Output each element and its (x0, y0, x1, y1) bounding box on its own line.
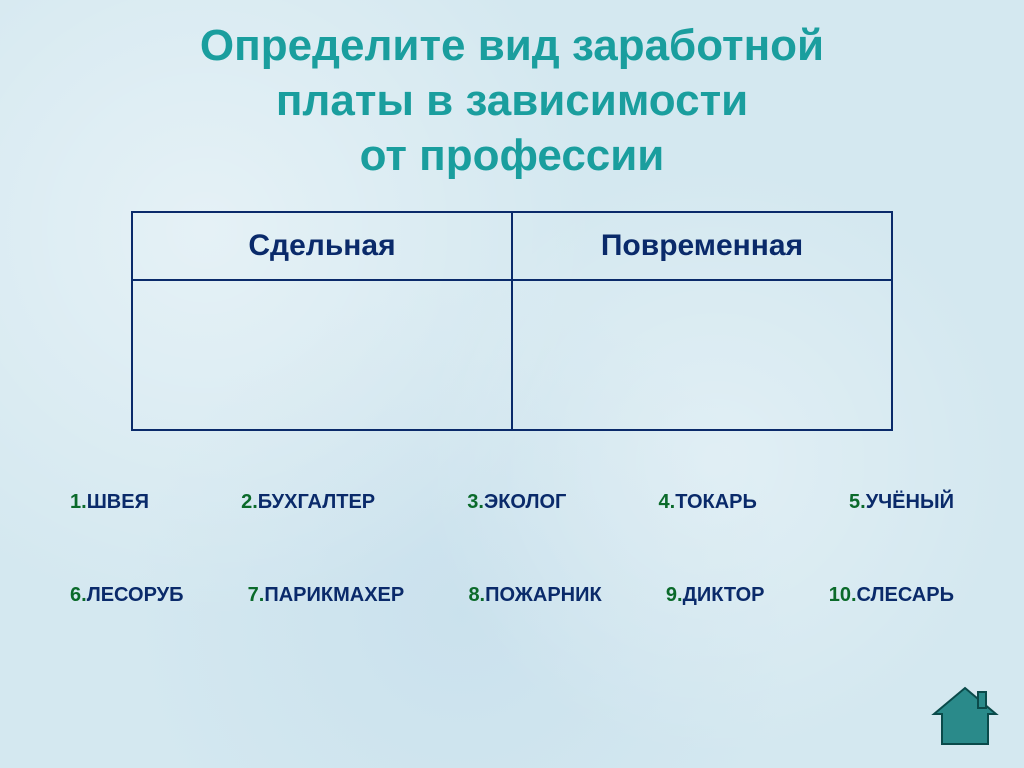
col-header-piecework: Сдельная (132, 212, 512, 280)
item-label: ДИКТОР (683, 584, 765, 606)
table-body-row (132, 280, 892, 430)
profession-item: 7.ПАРИКМАХЕР (248, 584, 405, 607)
item-label: ШВЕЯ (87, 491, 149, 513)
wage-type-table: Сдельная Повременная (131, 211, 893, 431)
item-number: 6. (70, 584, 87, 606)
item-number: 1. (70, 491, 87, 513)
home-icon[interactable] (930, 684, 1000, 748)
item-number: 2. (241, 491, 258, 513)
profession-item: 9.ДИКТОР (666, 584, 765, 607)
item-label: ПАРИКМАХЕР (264, 584, 404, 606)
profession-item: 6.ЛЕСОРУБ (70, 584, 183, 607)
item-label: СЛЕСАРЬ (857, 584, 954, 606)
item-label: ЛЕСОРУБ (87, 584, 184, 606)
title-line-3: от профессии (360, 131, 665, 180)
slide: Определите вид заработной платы в зависи… (0, 0, 1024, 768)
table-container: Сдельная Повременная (40, 211, 984, 431)
profession-item: 5.УЧЁНЫЙ (849, 491, 954, 514)
item-label: ТОКАРЬ (675, 491, 757, 513)
item-number: 3. (467, 491, 484, 513)
profession-item: 3.ЭКОЛОГ (467, 491, 566, 514)
item-number: 8. (468, 584, 485, 606)
item-number: 7. (248, 584, 265, 606)
item-label: УЧЁНЫЙ (866, 491, 954, 513)
home-chimney (978, 692, 986, 708)
profession-item: 4.ТОКАРЬ (659, 491, 757, 514)
item-number: 4. (659, 491, 676, 513)
profession-item: 8.ПОЖАРНИК (468, 584, 601, 607)
item-label: ПОЖАРНИК (485, 584, 602, 606)
profession-item: 2.БУХГАЛТЕР (241, 491, 375, 514)
item-number: 9. (666, 584, 683, 606)
title-line-2: платы в зависимости (276, 76, 748, 125)
profession-item: 10.СЛЕСАРЬ (829, 584, 954, 607)
table-header-row: Сдельная Повременная (132, 212, 892, 280)
profession-list: 1.ШВЕЯ 2.БУХГАЛТЕР 3.ЭКОЛОГ 4.ТОКАРЬ 5.У… (40, 491, 984, 607)
item-label: БУХГАЛТЕР (258, 491, 375, 513)
title-line-1: Определите вид заработной (200, 21, 824, 70)
cell-piecework (132, 280, 512, 430)
slide-title: Определите вид заработной платы в зависи… (40, 18, 984, 183)
profession-row-1: 1.ШВЕЯ 2.БУХГАЛТЕР 3.ЭКОЛОГ 4.ТОКАРЬ 5.У… (70, 491, 954, 514)
col-header-timebased: Повременная (512, 212, 892, 280)
item-number: 10. (829, 584, 857, 606)
profession-item: 1.ШВЕЯ (70, 491, 149, 514)
profession-row-2: 6.ЛЕСОРУБ 7.ПАРИКМАХЕР 8.ПОЖАРНИК 9.ДИКТ… (70, 584, 954, 607)
cell-timebased (512, 280, 892, 430)
item-number: 5. (849, 491, 866, 513)
item-label: ЭКОЛОГ (484, 491, 566, 513)
